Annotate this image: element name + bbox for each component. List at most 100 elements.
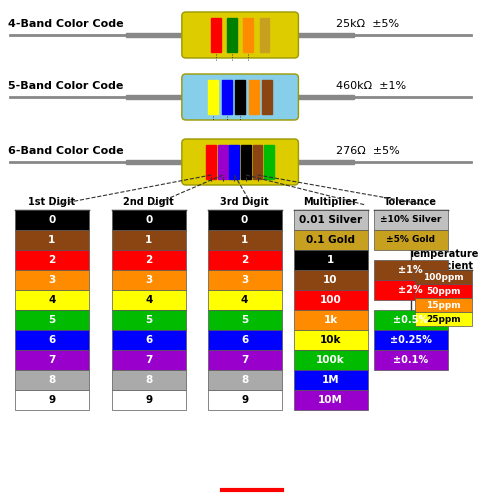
Bar xyxy=(127,95,186,99)
Bar xyxy=(207,370,281,390)
Bar xyxy=(294,210,368,230)
Text: ±10% Silver: ±10% Silver xyxy=(380,216,441,224)
Text: 2: 2 xyxy=(145,255,152,265)
Bar xyxy=(222,80,232,114)
Text: Multiplier: Multiplier xyxy=(303,197,357,207)
Bar xyxy=(374,280,448,300)
Text: Temperature: Temperature xyxy=(409,249,479,259)
Bar xyxy=(253,145,262,179)
Bar xyxy=(207,330,281,350)
Text: 10M: 10M xyxy=(318,395,343,405)
Bar xyxy=(15,310,89,330)
Bar xyxy=(112,250,186,270)
Text: 7: 7 xyxy=(145,355,152,365)
Text: 3: 3 xyxy=(241,275,248,285)
Bar xyxy=(112,330,186,350)
Bar xyxy=(374,310,448,330)
Bar xyxy=(294,370,368,390)
Text: 15ppm: 15ppm xyxy=(427,300,461,310)
Bar xyxy=(415,270,472,284)
Text: 1: 1 xyxy=(145,235,152,245)
Bar xyxy=(227,18,237,52)
Text: 0: 0 xyxy=(241,215,248,225)
Bar xyxy=(15,210,89,230)
Text: 1M: 1M xyxy=(322,375,339,385)
Text: 1: 1 xyxy=(241,235,248,245)
Text: 5: 5 xyxy=(48,315,56,325)
Bar xyxy=(15,270,89,290)
Bar xyxy=(15,230,89,250)
Text: 0.1 Gold: 0.1 Gold xyxy=(306,235,355,245)
Bar xyxy=(211,18,221,52)
Bar xyxy=(229,145,239,179)
Bar xyxy=(235,80,245,114)
Bar xyxy=(218,145,228,179)
Text: 9: 9 xyxy=(145,395,152,405)
Bar xyxy=(294,230,368,250)
Text: 0: 0 xyxy=(48,215,56,225)
FancyBboxPatch shape xyxy=(182,139,299,185)
Bar xyxy=(207,290,281,310)
Bar xyxy=(241,145,251,179)
Text: 9: 9 xyxy=(241,395,248,405)
Text: 0.01 Silver: 0.01 Silver xyxy=(299,215,362,225)
Text: 3: 3 xyxy=(145,275,152,285)
Text: 3: 3 xyxy=(48,275,56,285)
Text: 25kΩ  ±5%: 25kΩ ±5% xyxy=(336,19,399,29)
Bar xyxy=(295,160,354,164)
Bar xyxy=(260,18,269,52)
Bar xyxy=(15,370,89,390)
Bar xyxy=(207,210,281,230)
Bar xyxy=(112,210,186,230)
Bar xyxy=(207,250,281,270)
Text: 25ppm: 25ppm xyxy=(427,314,461,324)
Text: ±0.5%: ±0.5% xyxy=(393,315,428,325)
Bar xyxy=(112,270,186,290)
Text: 460kΩ  ±1%: 460kΩ ±1% xyxy=(336,81,406,91)
Bar xyxy=(294,270,368,290)
Bar xyxy=(15,250,89,270)
Bar xyxy=(207,310,281,330)
Bar xyxy=(415,298,472,312)
Text: 100k: 100k xyxy=(316,355,345,365)
Text: 3rd Digit: 3rd Digit xyxy=(220,197,269,207)
Text: 4-Band Color Code: 4-Band Color Code xyxy=(8,19,124,29)
Bar xyxy=(112,390,186,410)
Bar xyxy=(15,350,89,370)
Text: 7: 7 xyxy=(241,355,248,365)
Bar xyxy=(374,350,448,370)
Text: 276Ω  ±5%: 276Ω ±5% xyxy=(336,146,400,156)
Text: 5: 5 xyxy=(241,315,248,325)
Bar xyxy=(262,80,272,114)
Text: 2nd Digit: 2nd Digit xyxy=(123,197,174,207)
Text: 8: 8 xyxy=(241,375,248,385)
Bar xyxy=(112,290,186,310)
Bar xyxy=(374,260,448,280)
Text: 6: 6 xyxy=(48,335,56,345)
Text: 6-Band Color Code: 6-Band Color Code xyxy=(8,146,124,156)
Bar xyxy=(207,390,281,410)
Text: 100ppm: 100ppm xyxy=(423,272,464,281)
Text: 5: 5 xyxy=(145,315,152,325)
Bar xyxy=(112,230,186,250)
Text: 1st Digit: 1st Digit xyxy=(28,197,75,207)
Bar xyxy=(207,350,281,370)
Bar xyxy=(112,310,186,330)
Bar xyxy=(112,370,186,390)
Bar xyxy=(249,80,259,114)
Text: 50ppm: 50ppm xyxy=(427,286,461,296)
Text: Tolerance: Tolerance xyxy=(384,197,437,207)
Bar xyxy=(207,270,281,290)
Text: 1: 1 xyxy=(48,235,56,245)
Bar xyxy=(264,145,274,179)
Text: 1k: 1k xyxy=(323,315,337,325)
Bar xyxy=(294,350,368,370)
Text: 0: 0 xyxy=(145,215,152,225)
Bar xyxy=(295,33,354,37)
Bar xyxy=(112,350,186,370)
Text: 5-Band Color Code: 5-Band Color Code xyxy=(8,81,123,91)
Bar xyxy=(127,33,186,37)
Bar xyxy=(294,290,368,310)
Bar xyxy=(415,312,472,326)
Bar xyxy=(15,390,89,410)
